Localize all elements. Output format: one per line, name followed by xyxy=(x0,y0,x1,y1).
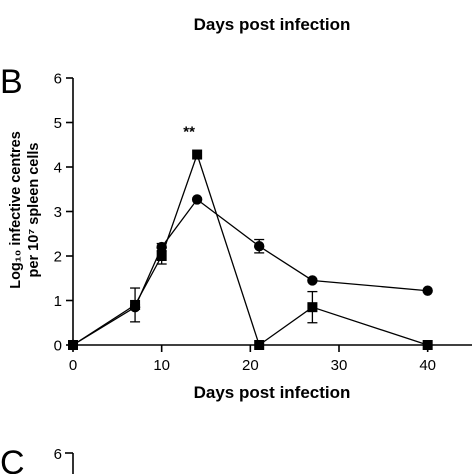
y-tick-label: 4 xyxy=(54,160,62,177)
x-ticks: 0 10 20 30 40 xyxy=(69,345,436,374)
y-axis-label-line2: per 10⁷ spleen cells xyxy=(26,143,42,278)
x-axis-label: Days post infection xyxy=(194,383,351,402)
series-line-square xyxy=(72,152,428,347)
data-point-square xyxy=(307,302,318,313)
series-layer xyxy=(67,149,433,351)
panel-c: C 6 xyxy=(0,444,74,474)
data-point-circle xyxy=(422,285,433,296)
data-point-circle xyxy=(191,194,203,205)
data-point-square xyxy=(254,340,265,350)
data-point-square xyxy=(422,340,433,350)
significance-annotation: ** xyxy=(183,124,195,141)
y-tick-label: 2 xyxy=(54,249,62,266)
data-point-square xyxy=(130,299,141,310)
y-axis-label-line1: Log₁₀ infective centres xyxy=(8,131,24,289)
x-tick-label: 30 xyxy=(331,357,348,374)
x-tick-label: 20 xyxy=(242,357,259,374)
x-tick-label: 10 xyxy=(153,357,170,374)
panel-b: B Log₁₀ infective centres per 10⁷ spleen… xyxy=(0,63,472,402)
panel-letter-c: C xyxy=(0,444,25,474)
y-tick-label: 6 xyxy=(54,71,62,88)
series-line-circle xyxy=(72,198,428,346)
data-point-square xyxy=(192,149,203,160)
y-tick-label: 1 xyxy=(54,293,62,310)
top-panel-xlabel: Days post infection xyxy=(194,15,351,34)
y-tick-label: 0 xyxy=(54,338,62,355)
panel-c-y-tick-label: 6 xyxy=(54,446,62,463)
y-ticks: 0 1 2 3 4 5 6 xyxy=(54,71,73,355)
x-tick-label: 40 xyxy=(419,357,436,374)
data-point-square xyxy=(68,340,78,350)
data-point-circle xyxy=(307,275,318,286)
panel-letter-b: B xyxy=(0,63,23,101)
data-point-circle xyxy=(254,241,265,252)
x-tick-label: 0 xyxy=(69,357,77,374)
data-point-square xyxy=(156,251,167,261)
top-panel: Days post infection xyxy=(194,15,351,34)
y-tick-label: 3 xyxy=(54,204,62,221)
y-tick-label: 5 xyxy=(54,115,62,132)
